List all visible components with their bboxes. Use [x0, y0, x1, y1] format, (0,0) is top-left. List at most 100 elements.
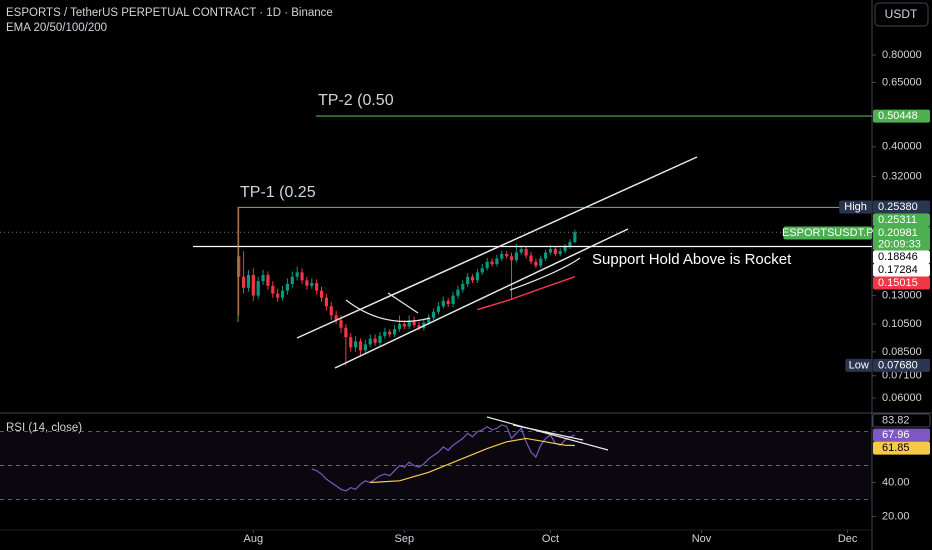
- rsi-label: 83.82: [882, 414, 910, 426]
- channel-upper: [296, 156, 698, 339]
- candle-body: [563, 246, 567, 252]
- rsi-divergence: [512, 424, 584, 441]
- price-label: 0.25380: [878, 201, 918, 213]
- x-tick-label: Nov: [692, 533, 712, 545]
- y-tick-label: 0.13000: [882, 290, 922, 302]
- channel-lower: [334, 228, 629, 369]
- x-tick-label: Oct: [542, 533, 559, 545]
- candle-body: [349, 337, 353, 348]
- candle-body: [310, 283, 314, 286]
- candle-body: [417, 325, 421, 328]
- annotation: TP-1 (0.25: [240, 184, 316, 201]
- candle-body: [305, 280, 309, 286]
- price-label-bg: [873, 109, 930, 123]
- price-label: 0.25311: [878, 214, 917, 226]
- price-label-bg: [873, 358, 930, 372]
- rsi-divergence: [486, 416, 609, 451]
- candle-body: [451, 295, 455, 305]
- candle-body: [558, 251, 562, 255]
- candle-body: [529, 255, 533, 262]
- candle-body: [427, 317, 431, 323]
- candle-body: [470, 276, 475, 281]
- support-curve: [509, 257, 581, 291]
- y-tick-label: 0.06000: [882, 392, 922, 404]
- price-label-bg: [873, 213, 930, 227]
- candle-body: [246, 274, 251, 288]
- candle-body: [456, 289, 460, 296]
- candle-body: [397, 323, 402, 330]
- price-label: 0.17284: [878, 264, 918, 276]
- candle-body: [237, 256, 241, 277]
- candle-body: [441, 300, 445, 307]
- price-label: 0.20981: [878, 227, 918, 239]
- candle-body: [334, 315, 338, 321]
- rsi-label-bg: [872, 413, 931, 428]
- candle-body: [300, 272, 304, 281]
- candle-body: [339, 320, 343, 328]
- currency-button[interactable]: [874, 2, 929, 27]
- price-label-bg: [873, 276, 930, 290]
- price-tag: ESPORTSUSDT.P: [782, 227, 874, 239]
- candle-body: [407, 320, 411, 327]
- candle-body: [495, 258, 499, 265]
- currency[interactable]: USDT: [885, 7, 918, 21]
- rsi-title: RSI (14, close): [6, 422, 82, 434]
- candle-body: [280, 290, 285, 298]
- candle-body: [388, 331, 392, 335]
- chart-title: ESPORTS / TetherUS PERPETUAL CONTRACT · …: [6, 7, 333, 19]
- candle-body: [524, 248, 528, 256]
- candle-body: [315, 283, 319, 291]
- rsi-label: 67.96: [882, 429, 910, 441]
- candle-body: [402, 323, 406, 327]
- x-tick-label: Dec: [838, 533, 858, 545]
- y-tick-label: 0.80000: [882, 49, 922, 61]
- candle-body: [500, 254, 504, 259]
- rsi-ma-line: [370, 437, 575, 484]
- rsi-tick-label: 20.00: [882, 510, 910, 522]
- candle-body: [553, 248, 557, 255]
- candle-body: [383, 331, 387, 336]
- candle-body: [373, 338, 377, 343]
- candle-body: [436, 306, 441, 312]
- curve: [345, 299, 431, 323]
- price-tag: High: [844, 201, 867, 213]
- candle-body: [358, 341, 363, 351]
- candle-body: [446, 300, 450, 305]
- candle-body: [490, 261, 494, 265]
- candle-body: [324, 297, 328, 307]
- candle-body: [266, 274, 270, 286]
- candle-body: [485, 261, 489, 269]
- y-tick-label: 0.40000: [882, 141, 922, 153]
- candle-body: [378, 335, 382, 343]
- candle-body: [319, 290, 324, 298]
- candle-body: [256, 281, 260, 296]
- candle-body: [548, 248, 553, 253]
- rsi-label: 61.85: [882, 442, 910, 454]
- candle-body: [431, 311, 436, 318]
- y-tick-label: 0.65000: [882, 76, 922, 88]
- candle-body: [241, 276, 246, 288]
- price-tag-bg: [839, 200, 872, 214]
- candle-body: [505, 254, 509, 257]
- candle-body: [295, 272, 299, 277]
- candle-body: [480, 268, 484, 273]
- price-label-bg: [873, 200, 930, 214]
- candle-body: [475, 272, 480, 281]
- candle-body: [509, 256, 514, 261]
- candle-body: [544, 252, 548, 259]
- rsi-tick-label: 40.00: [882, 476, 910, 488]
- marks: [0, 115, 872, 500]
- rsi-label-bg: [873, 428, 930, 442]
- y-tick-label: 0.10500: [882, 318, 922, 330]
- indicator-label: EMA 20/50/100/200: [6, 22, 107, 34]
- candle-body: [276, 293, 280, 298]
- countdown: 20:09:33: [878, 238, 921, 250]
- candle-body: [573, 232, 577, 242]
- annotation: Support Hold Above is Rocket: [592, 251, 792, 268]
- candle-body: [461, 283, 465, 290]
- y-tick-label: 0.08500: [882, 346, 922, 358]
- annotation: TP-2 (0.50: [318, 92, 394, 109]
- price-tag-bg: [783, 226, 872, 240]
